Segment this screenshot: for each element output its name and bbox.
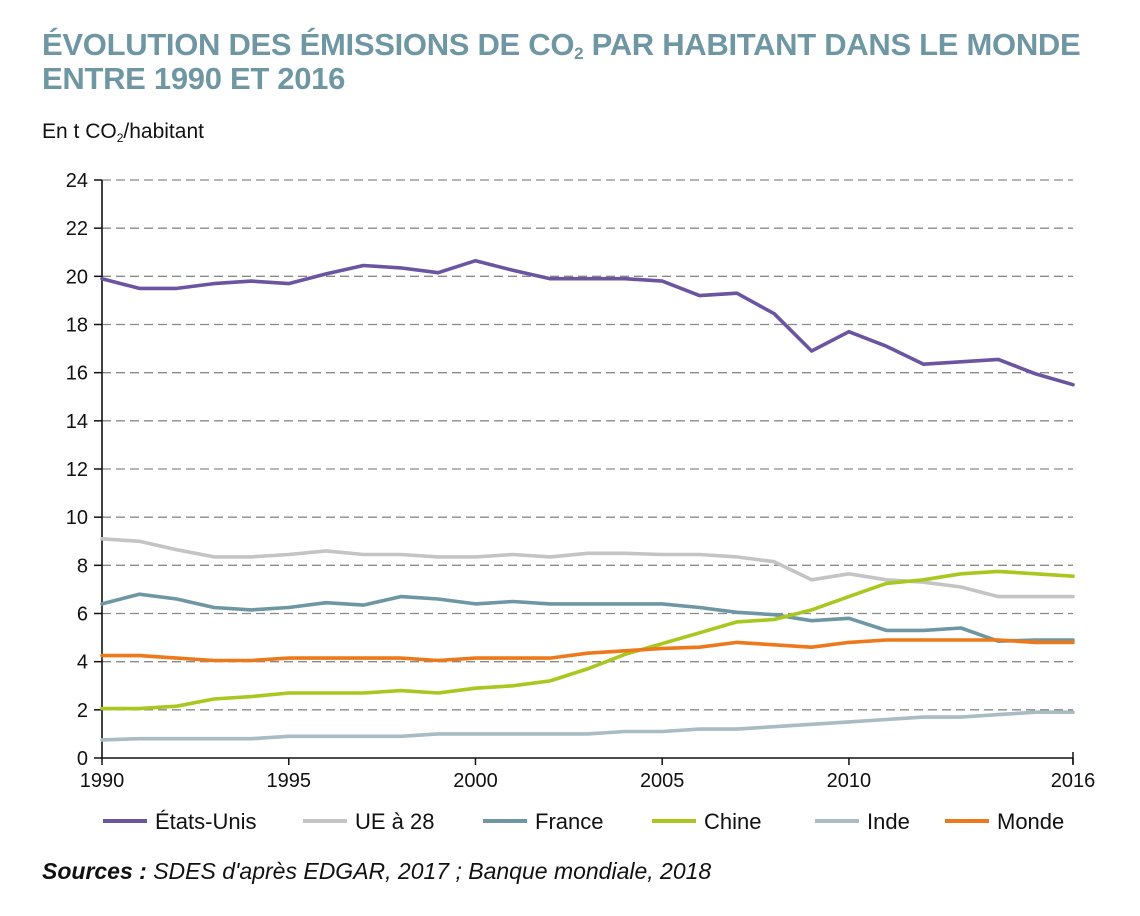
sources-label: Sources : <box>42 858 147 884</box>
y-tick-label-4: 4 <box>77 652 88 674</box>
y-tick-label-8: 8 <box>77 555 88 577</box>
y-tick-label-18: 18 <box>66 315 88 337</box>
legend-label-5: Monde <box>997 809 1064 834</box>
x-tick-label-2000: 2000 <box>453 770 498 792</box>
chart-title: ÉVOLUTION DES ÉMISSIONS DE CO2 PAR HABIT… <box>42 28 1122 96</box>
axes <box>94 179 1074 765</box>
series-line-5 <box>100 638 1075 663</box>
legend: États-Unis UE à 28 France Chine Inde Monde <box>103 809 1064 834</box>
series-line-2 <box>100 592 1075 644</box>
y-tick-label-22: 22 <box>66 218 88 240</box>
gridlines <box>102 179 1073 711</box>
legend-label-3: Chine <box>704 809 761 834</box>
y-tick-label-24: 24 <box>66 170 88 192</box>
y-tick-label-12: 12 <box>66 459 88 481</box>
x-tick-label-1995: 1995 <box>266 770 311 792</box>
y-tick-label-0: 0 <box>77 748 88 770</box>
y-tick-label-2: 2 <box>77 700 88 722</box>
chart-title-subscript: 2 <box>574 44 584 63</box>
y-axis-unit-label: En t CO2/habitant <box>42 120 204 144</box>
unit-label-part-1: En t CO <box>42 120 117 143</box>
y-tick-label-6: 6 <box>77 604 88 626</box>
series-lines <box>100 258 1075 742</box>
y-tick-label-10: 10 <box>66 507 88 529</box>
sources-text: SDES d'après EDGAR, 2017 ; Banque mondia… <box>146 858 712 884</box>
sources-note: Sources : SDES d'après EDGAR, 2017 ; Ban… <box>42 858 711 885</box>
x-tick-label-2016: 2016 <box>1051 770 1096 792</box>
x-tick-label-2010: 2010 <box>827 770 872 792</box>
y-tick-label-14: 14 <box>66 411 88 433</box>
series-line-4 <box>100 710 1075 742</box>
legend-label-0: États-Unis <box>155 809 256 834</box>
unit-label-subscript: 2 <box>116 131 124 145</box>
chart-title-line-2: ENTRE 1990 ET 2016 <box>42 61 346 96</box>
x-tick-label-2005: 2005 <box>640 770 685 792</box>
chart-title-part-1: ÉVOLUTION DES ÉMISSIONS DE CO <box>42 27 575 62</box>
legend-label-4: Inde <box>867 809 910 834</box>
chart-title-part-2: PAR HABITANT DANS LE MONDE <box>583 27 1081 62</box>
series-line-3 <box>100 569 1075 711</box>
series-line-1 <box>100 536 1075 599</box>
y-tick-label-20: 20 <box>66 266 88 288</box>
legend-label-1: UE à 28 <box>355 809 435 834</box>
legend-label-2: France <box>535 809 603 834</box>
series-line-0 <box>100 258 1075 387</box>
y-tick-label-16: 16 <box>66 363 88 385</box>
x-tick-label-1990: 1990 <box>80 770 125 792</box>
unit-label-part-2: /habitant <box>123 120 204 143</box>
x-tick-labels: 1990 1995 2000 2005 2010 2016 <box>80 770 1096 792</box>
